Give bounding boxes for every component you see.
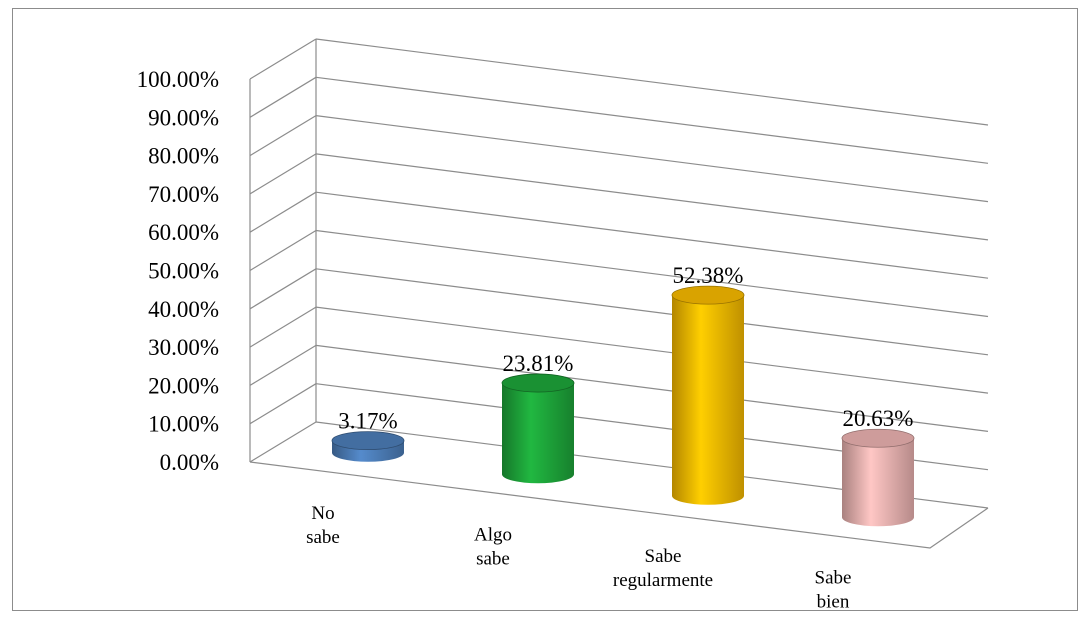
- data-label-2: 23.81%: [503, 351, 574, 376]
- y-tick-label: 80.00%: [148, 144, 219, 169]
- bar-1: [331, 431, 405, 462]
- y-tick-label: 0.00%: [160, 450, 219, 475]
- category-label-4: Sabe bien: [815, 567, 852, 612]
- gridline: [315, 306, 989, 394]
- bar-top: [501, 373, 575, 393]
- bar-3: [671, 285, 745, 505]
- gridline: [315, 191, 989, 279]
- side-gridline: [249, 191, 317, 233]
- gridlines: [249, 38, 989, 471]
- y-tick-label: 70.00%: [148, 182, 219, 207]
- data-label-1: 3.17%: [338, 409, 397, 434]
- y-tick-label: 50.00%: [148, 259, 219, 284]
- side-gridline: [249, 306, 317, 348]
- bar-top: [841, 428, 915, 448]
- side-gridline: [249, 268, 317, 310]
- gridline: [315, 76, 989, 164]
- gridline: [315, 38, 989, 126]
- side-gridline: [249, 38, 317, 80]
- floor-edge: [249, 461, 989, 549]
- gridline: [315, 268, 989, 356]
- y-tick-label: 100.00%: [137, 67, 219, 92]
- side-gridline: [249, 115, 317, 157]
- data-label-3: 52.38%: [673, 263, 744, 288]
- side-gridline: [249, 76, 317, 118]
- data-labels: 3.17% 23.81% 52.38% 20.63%: [338, 263, 913, 433]
- gridline: [315, 229, 989, 318]
- bars: [331, 285, 915, 527]
- gridline: [315, 115, 989, 203]
- category-label-2: Algo sabe: [474, 524, 512, 569]
- side-gridline: [249, 229, 317, 272]
- side-gridline: [249, 344, 317, 386]
- data-label-4: 20.63%: [843, 406, 914, 431]
- gridline: [315, 153, 989, 241]
- bar-top: [671, 285, 745, 305]
- y-tick-label: 40.00%: [148, 297, 219, 322]
- y-tick-label: 60.00%: [148, 220, 219, 245]
- bar-body: [502, 383, 574, 484]
- bar-4: [841, 428, 915, 527]
- y-tick-labels: 0.00% 10.00% 20.00% 30.00% 40.00% 50.00% 60.00…: [137, 67, 219, 475]
- bar-2: [501, 373, 575, 484]
- bar-chart-3d: 0.00% 10.00% 20.00% 30.00% 40.00% 50.00% 60.00…: [137, 38, 989, 612]
- side-gridline: [249, 383, 317, 425]
- bar-top: [331, 431, 405, 451]
- gridline: [315, 344, 989, 432]
- bar-body: [842, 438, 914, 527]
- chart-area: 0.00% 10.00% 20.00% 30.00% 40.00% 50.00% 60.00…: [12, 8, 1078, 612]
- category-labels: No sabe Algo sabe Sabe regularmente Sabe bien: [306, 503, 851, 612]
- category-label-1: No sabe: [306, 503, 340, 548]
- y-tick-label: 10.00%: [148, 412, 219, 437]
- y-tick-label: 90.00%: [148, 105, 219, 130]
- y-tick-label: 20.00%: [148, 373, 219, 398]
- side-gridline: [249, 421, 317, 463]
- y-tick-label: 30.00%: [148, 335, 219, 360]
- category-label-3: Sabe regularmente: [613, 546, 713, 591]
- side-gridline: [249, 153, 317, 195]
- bar-body: [672, 295, 744, 505]
